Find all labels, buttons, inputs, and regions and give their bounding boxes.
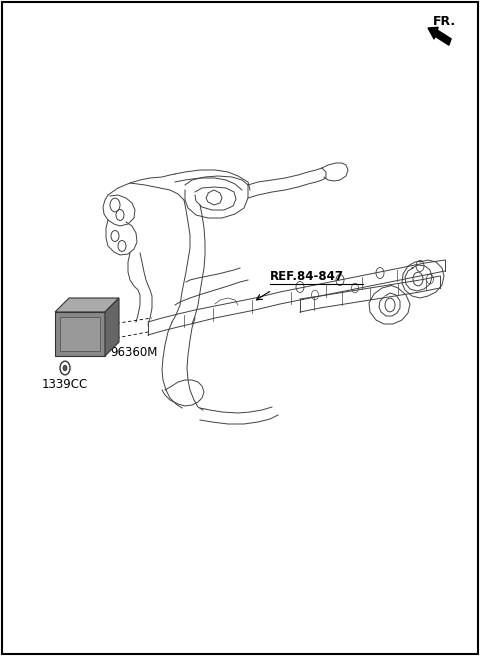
FancyArrow shape <box>428 28 451 45</box>
Text: FR.: FR. <box>433 15 456 28</box>
Polygon shape <box>55 298 119 312</box>
Text: 96360M: 96360M <box>110 346 157 358</box>
Polygon shape <box>105 298 119 356</box>
Circle shape <box>63 365 67 371</box>
Text: 1339CC: 1339CC <box>42 379 88 392</box>
Text: REF.84-847: REF.84-847 <box>270 270 344 283</box>
Polygon shape <box>60 317 100 351</box>
Polygon shape <box>55 312 105 356</box>
